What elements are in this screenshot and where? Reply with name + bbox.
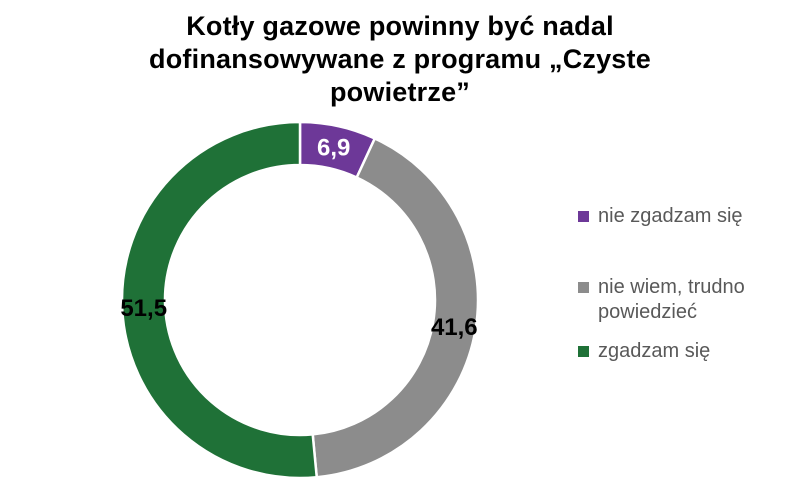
legend-item: nie zgadzam się xyxy=(578,204,788,229)
legend-swatch xyxy=(578,346,589,357)
legend-label: zgadzam się xyxy=(598,340,711,362)
chart-title: Kotły gazowe powinny być nadal dofinanso… xyxy=(149,11,651,107)
legend-label: nie wiem, trudno powiedzieć xyxy=(598,276,745,323)
segment-value-label-1: 41,6 xyxy=(431,314,478,341)
donut-segment-1 xyxy=(311,136,480,479)
segment-value-label-0: 6,9 xyxy=(317,135,350,162)
legend: nie zgadzam się nie wiem, trudno powiedz… xyxy=(578,204,788,364)
legend-swatch xyxy=(578,211,589,222)
legend-swatch xyxy=(578,282,589,293)
donut-segment-2 xyxy=(120,120,319,480)
legend-label: nie zgadzam się xyxy=(598,205,743,227)
segment-value-label-2: 51,5 xyxy=(120,295,167,322)
legend-item: zgadzam się xyxy=(578,339,788,364)
legend-item: nie wiem, trudno powiedzieć xyxy=(578,275,788,325)
